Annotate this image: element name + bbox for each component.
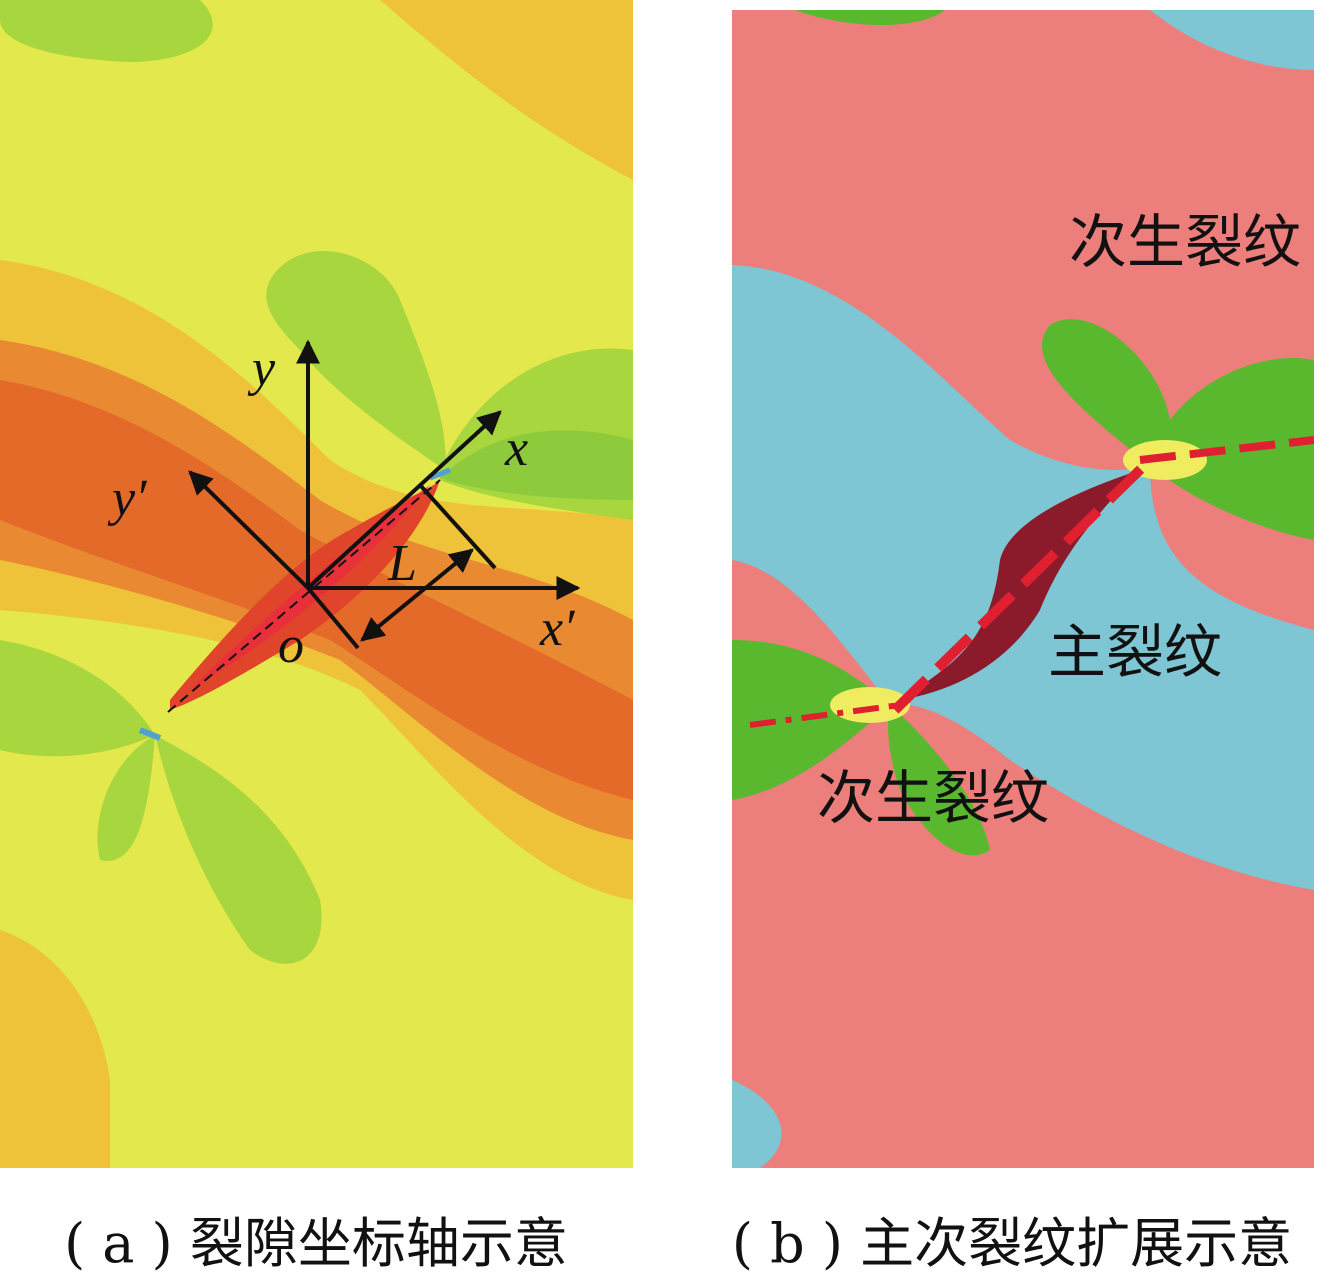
axis-label: y′ — [107, 470, 148, 527]
caption: ( a ) 裂隙坐标轴示意 — [64, 1212, 568, 1275]
panel-b-image — [732, 10, 1314, 1168]
caption: ( b ) 主次裂纹扩展示意 — [732, 1212, 1292, 1275]
origin-label: o — [278, 617, 304, 674]
axis-label: y — [247, 340, 276, 397]
length-label: L — [387, 535, 417, 592]
annotation: 主裂纹 — [1048, 618, 1222, 686]
panel-a-image — [0, 0, 633, 1168]
axes-overlay — [167, 339, 581, 713]
axis-label: x′ — [539, 600, 576, 657]
annotation: 次生裂纹 — [817, 764, 1049, 832]
axis-label: x — [504, 420, 528, 477]
annotation: 次生裂纹 — [1069, 208, 1301, 276]
